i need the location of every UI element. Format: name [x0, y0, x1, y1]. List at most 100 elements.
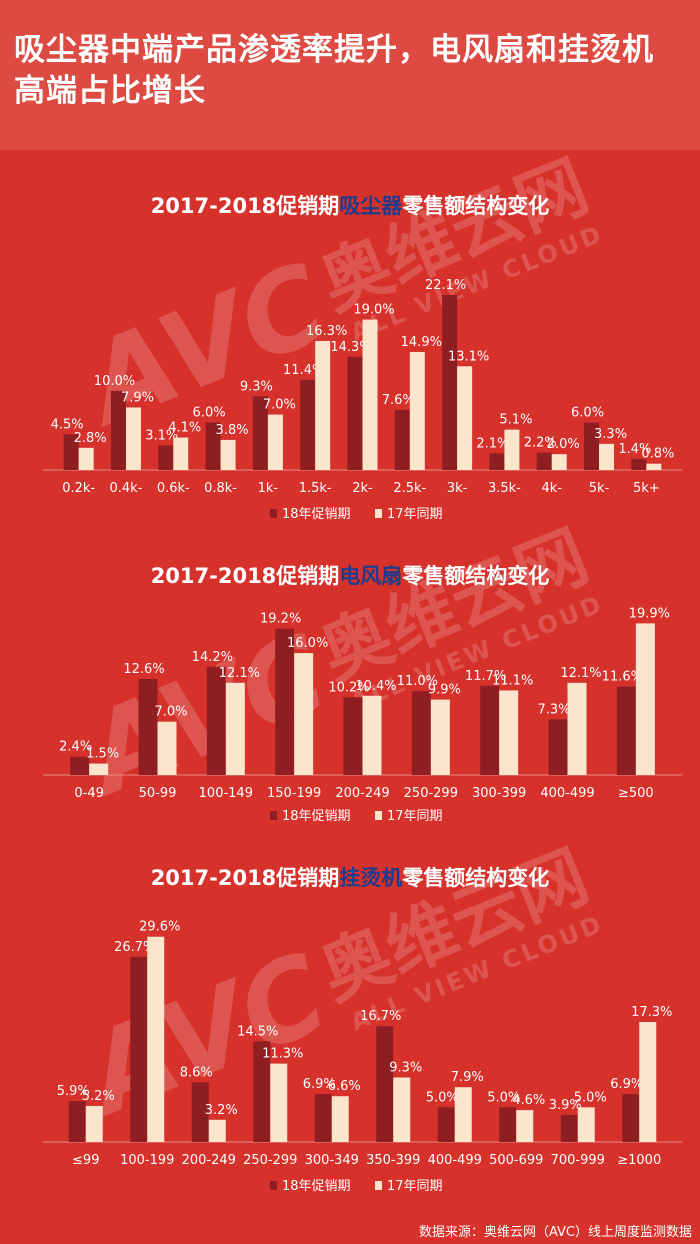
data-label: 16.7% [360, 1009, 401, 1024]
bar-2018 [130, 956, 148, 1142]
bar-2018 [536, 452, 552, 470]
x-tick-label: 5k+ [633, 481, 660, 496]
bar-2018 [394, 409, 410, 470]
bar-2018 [206, 666, 226, 775]
data-label: 7.3% [537, 702, 570, 717]
bar-2017 [78, 447, 94, 470]
bar-2018 [68, 1101, 86, 1142]
legend-label: 18年促销期 [282, 507, 351, 522]
bar-2017 [270, 1063, 288, 1142]
bar-2017 [499, 690, 519, 775]
bar-2018 [343, 697, 363, 775]
data-label: 6.9% [610, 1077, 643, 1092]
data-label: 4.6% [512, 1093, 545, 1108]
x-tick-label: 1k- [258, 481, 279, 496]
legend-swatch [375, 1181, 382, 1190]
data-label: 14.5% [237, 1024, 278, 1039]
data-label: 10.4% [355, 679, 396, 694]
x-tick-label: 300-349 [305, 1153, 359, 1168]
bar-2017 [516, 1110, 534, 1142]
data-label: 7.0% [263, 398, 296, 413]
x-tick-label: 200-249 [335, 786, 389, 801]
bar-2017 [157, 721, 177, 775]
header-banner: 吸尘器中端产品渗透率提升，电风扇和挂烫机高端占比增长 [0, 0, 700, 150]
chart-title-prefix: 2017-2018促销期 [150, 866, 340, 890]
data-label: 14.2% [192, 650, 233, 665]
chart-title-prefix: 2017-2018促销期 [150, 564, 340, 588]
chart-title-suffix: 零售额结构变化 [402, 564, 550, 588]
data-label: 7.9% [451, 1070, 484, 1085]
data-label: 22.1% [425, 278, 466, 293]
data-label: 4.1% [168, 421, 201, 436]
bar-2018 [499, 1107, 517, 1142]
legend-swatch [270, 509, 277, 518]
data-label: 6.6% [328, 1079, 361, 1094]
bar-2017 [454, 1087, 472, 1142]
x-tick-label: ≥1000 [617, 1153, 661, 1168]
legend-swatch [270, 1181, 277, 1190]
data-label: 11.6% [602, 670, 643, 685]
data-label: 5.0% [426, 1090, 459, 1105]
data-label: 3.3% [594, 427, 627, 442]
x-tick-label: 0.4k- [110, 481, 143, 496]
data-label: 19.2% [260, 612, 301, 627]
chart-title-vacuum: 2017-2018促销期吸尘器零售额结构变化 [0, 190, 700, 220]
x-tick-label: ≤99 [72, 1153, 99, 1168]
data-label: 8.6% [180, 1065, 213, 1080]
data-label: 2.8% [74, 431, 107, 446]
bar-2017 [646, 463, 662, 470]
bar-2017 [294, 653, 314, 775]
legend-swatch [270, 811, 277, 820]
steamer-chart: 5.9%5.2% ≤99 26.7% 29.6% 100-199 8.6% 3.2% 200-… [43, 920, 682, 1194]
data-label: 6.0% [193, 406, 226, 421]
data-label: 11.7% [465, 669, 506, 684]
legend-swatch [375, 509, 382, 518]
bar-2017 [173, 437, 189, 470]
data-label: 3.9% [549, 1098, 582, 1113]
data-label: 11.3% [262, 1047, 303, 1062]
bar-2018 [376, 1026, 394, 1142]
x-tick-label: 5k- [589, 481, 610, 496]
legend-label: 18年促销期 [282, 809, 351, 824]
bar-2017 [551, 454, 567, 470]
x-tick-label: 300-399 [472, 786, 526, 801]
data-label: 12.1% [560, 666, 601, 681]
legend-label: 17年同期 [387, 1179, 443, 1194]
data-label: 11.0% [397, 674, 438, 689]
x-tick-label: 250-299 [404, 786, 458, 801]
bar-2018 [622, 1094, 640, 1142]
x-tick-label: ≥500 [618, 786, 654, 801]
x-tick-label: 0.2k- [62, 481, 95, 496]
x-tick-label: 100-199 [120, 1153, 174, 1168]
bar-2017 [89, 763, 109, 775]
data-label: 3.2% [205, 1103, 238, 1118]
x-tick-label: 0-49 [74, 786, 104, 801]
x-tick-label: 150-199 [267, 786, 321, 801]
data-label: 0.8% [641, 447, 674, 462]
bar-2017 [85, 1105, 103, 1142]
data-label: 4.5% [51, 417, 84, 432]
bar-2018 [347, 356, 363, 470]
bar-2018 [205, 422, 221, 470]
data-label: 2.2% [524, 436, 557, 451]
chart-title-fan: 2017-2018促销期电风扇零售额结构变化 [0, 560, 700, 590]
bar-2017 [362, 695, 382, 775]
x-tick-label: 4k- [541, 481, 562, 496]
legend-label: 18年促销期 [282, 1179, 351, 1194]
data-label: 7.6% [382, 393, 415, 408]
data-source-note: 数据来源：奥维云网（AVC）线上周度监测数据 [418, 1225, 692, 1240]
bar-2018 [480, 685, 500, 775]
x-tick-label: 250-299 [243, 1153, 297, 1168]
data-label: 3.8% [216, 423, 249, 438]
x-tick-label: 3.5k- [488, 481, 521, 496]
x-tick-label: 0.8k- [204, 481, 237, 496]
bar-2017 [430, 699, 450, 775]
x-tick-label: 2.5k- [393, 481, 426, 496]
x-tick-label: 100-149 [199, 786, 253, 801]
bar-2017 [267, 414, 283, 470]
chart-title-prefix: 2017-2018促销期 [150, 194, 340, 218]
bar-2018 [314, 1094, 332, 1142]
fan-chart: 2.4%1.5%0-4912.6%7.0%50-9914.2%12.1%100-… [43, 606, 682, 824]
x-tick-label: 400-499 [428, 1153, 482, 1168]
chart-title-highlight: 吸尘器 [339, 194, 403, 218]
